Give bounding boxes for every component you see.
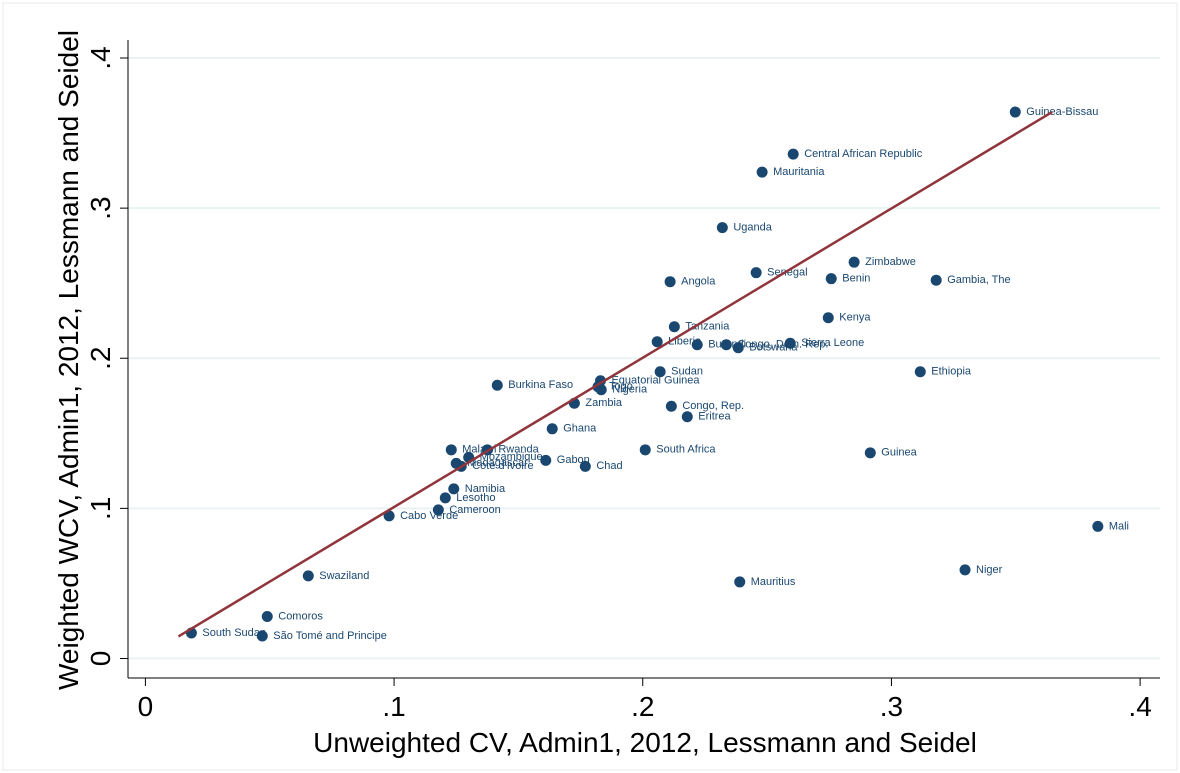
point-label: Comoros [278,610,323,622]
point-label: Gambia, The [947,274,1010,286]
point-label: Namibia [465,483,506,495]
point-label: Chad [596,460,622,472]
data-point [546,423,558,435]
data-point [691,339,703,351]
data-point [432,504,444,516]
data-point [930,274,942,286]
data-point [595,384,607,396]
data-point [302,570,314,582]
point-label: Swaziland [319,570,369,582]
point-label: South Sudan [202,627,266,639]
data-point [448,483,460,495]
point-label: Guinea-Bissau [1026,106,1098,118]
point-label: Nigeria [612,384,648,396]
data-point [822,312,834,324]
point-label: Mauritania [773,166,825,178]
point-label: Burkina Faso [508,379,573,391]
point-label: Zimbabwe [865,256,916,268]
point-label: Cote d'Ivoire [472,460,533,472]
point-label: Sudan [671,366,703,378]
point-label: Togo [609,381,633,393]
x-axis-title: Unweighted CV, Admin1, 2012, Lessmann an… [313,727,977,758]
data-point [1009,106,1021,118]
x-tick-label: .1 [382,691,405,722]
fit-line [177,110,1053,638]
data-point [383,510,395,522]
data-point [540,454,552,466]
data-point [681,411,693,423]
data-point [825,273,837,285]
point-label: Congo, Rep. [682,400,744,412]
data-point [914,366,926,378]
data-point [864,447,876,459]
data-point [639,444,651,456]
point-label: Rwanda [498,444,539,456]
point-label: Tanzania [685,321,730,333]
point-label: Eritrea [698,411,731,423]
point-label: Lesotho [456,492,495,504]
y-tick-label: .4 [85,46,116,69]
point-label: Cabo Verde [400,510,458,522]
point-label: Guinea [881,447,917,459]
y-tick-label: .1 [85,497,116,520]
data-point [664,276,676,288]
data-point [787,148,799,160]
data-point [848,256,860,268]
x-tick-label: .3 [880,691,903,722]
y-tick-label: .2 [85,347,116,370]
data-point [734,576,746,588]
point-label: Mali [1109,520,1129,532]
data-point [732,342,744,354]
point-label: Niger [976,564,1003,576]
x-tick-label: 0 [138,691,154,722]
point-label: Benin [842,273,870,285]
data-point [665,400,677,412]
point-label: Ethiopia [931,366,972,378]
data-point [579,460,591,472]
data-point [261,610,273,622]
point-label: Congo, Dem. Rep. [737,339,828,351]
data-point [445,444,457,456]
y-axis-title: Weighted WCV, Admin1, 2012, Lessmann and… [53,30,84,690]
point-label: Sierra Leone [801,337,864,349]
y-tick-label: 0 [85,651,116,667]
data-point [491,379,503,391]
x-tick-label: .2 [631,691,654,722]
data-point [668,321,680,333]
data-point [439,492,451,504]
point-label: São Tomé and Principe [273,630,387,642]
data-point [720,339,732,351]
point-label: Uganda [733,222,772,234]
data-point [716,222,728,234]
point-label: Angola [681,276,716,288]
point-label: Cameroon [449,504,500,516]
point-label: Madagascar [467,457,528,469]
point-label: Central African Republic [804,148,923,160]
data-point [1092,520,1104,532]
point-label: Ghana [563,423,597,435]
point-label: Senegal [767,267,807,279]
point-label: Kenya [839,312,871,324]
point-label: Mozambique [480,451,543,463]
data-point [959,564,971,576]
x-tick-label: .4 [1128,691,1151,722]
point-label: Mauritius [751,576,796,588]
point-label: South Africa [656,444,716,456]
point-label: Zambia [585,397,623,409]
y-tick-label: .3 [85,196,116,219]
data-point [784,337,796,349]
point-label: Equatorial Guinea [611,375,700,387]
data-point [651,336,663,348]
data-point [756,166,768,178]
data-point [654,366,666,378]
data-point [750,267,762,279]
data-point [256,630,268,642]
